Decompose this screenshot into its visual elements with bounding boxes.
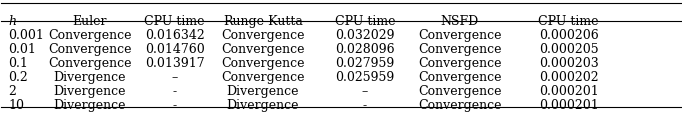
Text: Convergence: Convergence	[418, 71, 502, 84]
Text: 0.000201: 0.000201	[539, 99, 598, 112]
Text: Convergence: Convergence	[48, 43, 132, 56]
Text: 0.014760: 0.014760	[145, 43, 205, 56]
Text: 0.013917: 0.013917	[145, 57, 205, 70]
Text: 0.025959: 0.025959	[335, 71, 394, 84]
Text: Convergence: Convergence	[418, 57, 502, 70]
Text: Divergence: Divergence	[226, 85, 299, 98]
Text: Runge-Kutta: Runge-Kutta	[223, 14, 303, 27]
Text: 0.000206: 0.000206	[539, 29, 598, 42]
Text: Convergence: Convergence	[221, 71, 305, 84]
Text: 0.000201: 0.000201	[539, 85, 598, 98]
Text: Euler: Euler	[72, 14, 107, 27]
Text: Convergence: Convergence	[221, 57, 305, 70]
Text: Convergence: Convergence	[48, 29, 132, 42]
Text: Divergence: Divergence	[53, 71, 126, 84]
Text: Divergence: Divergence	[226, 99, 299, 112]
Text: Divergence: Divergence	[53, 85, 126, 98]
Text: CPU time: CPU time	[145, 14, 205, 27]
Text: 0.016342: 0.016342	[145, 29, 205, 42]
Text: 0.1: 0.1	[8, 57, 28, 70]
Text: -: -	[173, 85, 177, 98]
Text: -: -	[363, 99, 367, 112]
Text: Divergence: Divergence	[53, 99, 126, 112]
Text: –: –	[171, 71, 178, 84]
Text: 2: 2	[8, 85, 16, 98]
Text: CPU time: CPU time	[538, 14, 599, 27]
Text: Convergence: Convergence	[221, 43, 305, 56]
Text: 0.032029: 0.032029	[335, 29, 394, 42]
Text: 10: 10	[8, 99, 24, 112]
Text: 0.01: 0.01	[8, 43, 36, 56]
Text: Convergence: Convergence	[418, 43, 502, 56]
Text: Convergence: Convergence	[48, 57, 132, 70]
Text: 0.027959: 0.027959	[335, 57, 394, 70]
Text: h: h	[8, 14, 16, 27]
Text: 0.000203: 0.000203	[539, 57, 598, 70]
Text: Convergence: Convergence	[418, 85, 502, 98]
Text: 0.000202: 0.000202	[539, 71, 598, 84]
Text: Convergence: Convergence	[418, 29, 502, 42]
Text: 0.2: 0.2	[8, 71, 28, 84]
Text: CPU time: CPU time	[335, 14, 395, 27]
Text: 0.000205: 0.000205	[539, 43, 598, 56]
Text: 0.001: 0.001	[8, 29, 44, 42]
Text: Convergence: Convergence	[221, 29, 305, 42]
Text: NSFD: NSFD	[441, 14, 479, 27]
Text: Convergence: Convergence	[418, 99, 502, 112]
Text: –: –	[361, 85, 368, 98]
Text: 0.028096: 0.028096	[335, 43, 395, 56]
Text: -: -	[173, 99, 177, 112]
